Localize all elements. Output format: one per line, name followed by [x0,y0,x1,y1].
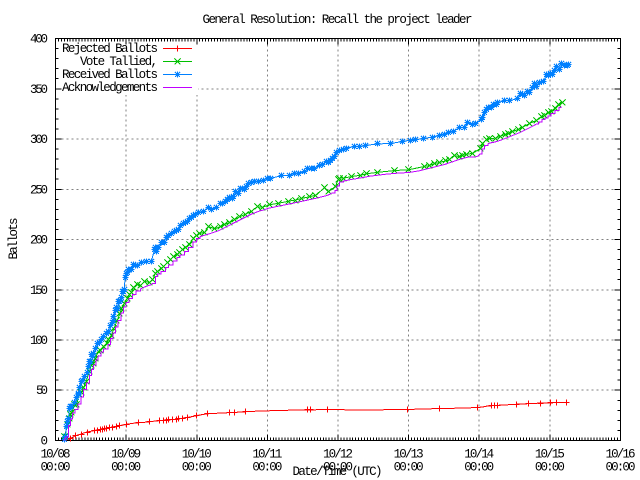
svg-text:00:00: 00:00 [252,461,282,475]
svg-text:200: 200 [30,234,48,248]
svg-text:Received Ballots: Received Ballots [62,68,158,82]
svg-text:00:00: 00:00 [323,461,353,475]
svg-text:250: 250 [30,183,48,197]
svg-text:10/13: 10/13 [394,448,424,462]
svg-text:Rejected Ballots: Rejected Ballots [62,42,158,56]
svg-text:00:00: 00:00 [535,461,565,475]
svg-text:400: 400 [30,33,48,47]
svg-text:10/15: 10/15 [535,448,565,462]
svg-text:150: 150 [30,284,48,298]
svg-text:Acknowledgements: Acknowledgements [62,81,158,95]
svg-text:General Resolution: Recall the: General Resolution: Recall the project l… [203,13,473,27]
svg-text:10/09: 10/09 [111,448,141,462]
svg-text:00:00: 00:00 [111,461,141,475]
svg-text:Vote Tallied,: Vote Tallied, [80,55,158,69]
svg-text:Date/Time (UTC): Date/Time (UTC) [293,465,383,479]
svg-text:00:00: 00:00 [464,461,494,475]
svg-text:00:00: 00:00 [182,461,212,475]
svg-text:Ballots: Ballots [7,218,21,260]
svg-text:300: 300 [30,133,48,147]
svg-text:00:00: 00:00 [41,461,71,475]
svg-text:10/14: 10/14 [464,448,494,462]
svg-text:350: 350 [30,83,48,97]
svg-text:00:00: 00:00 [394,461,424,475]
svg-text:50: 50 [36,384,48,398]
svg-text:10/08: 10/08 [41,448,71,462]
svg-text:100: 100 [30,334,48,348]
svg-text:10/10: 10/10 [182,448,212,462]
svg-text:10/11: 10/11 [252,448,282,462]
svg-text:10/12: 10/12 [323,448,353,462]
svg-text:10/16: 10/16 [606,448,636,462]
svg-text:0: 0 [40,435,48,449]
svg-text:00:00: 00:00 [606,461,636,475]
